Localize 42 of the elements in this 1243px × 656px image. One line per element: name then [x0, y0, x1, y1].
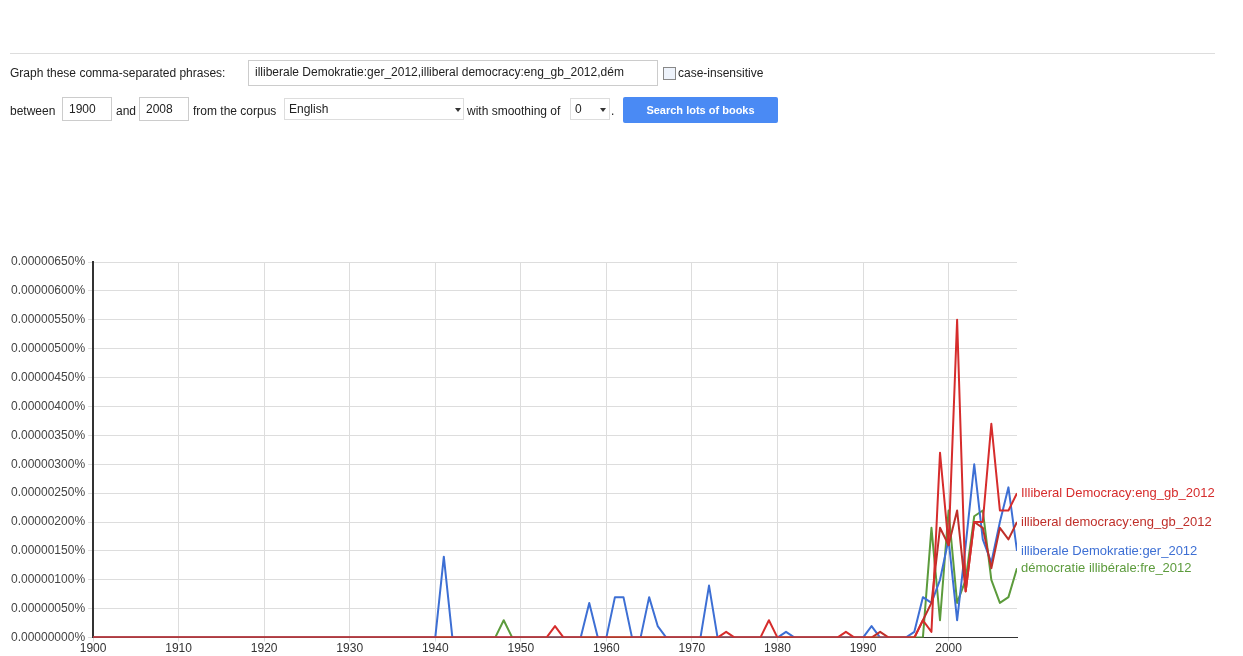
x-tick-label: 1960: [593, 641, 621, 656]
y-tick-label: 0.00000200%: [10, 514, 86, 529]
y-tick-label: 0.00000550%: [10, 312, 86, 327]
series-label: Illiberal Democracy:eng_gb_2012: [1021, 484, 1215, 500]
x-tick-label: 1900: [79, 641, 107, 656]
y-tick-label: 0.00000150%: [10, 543, 86, 558]
y-tick-label: 0.00000500%: [10, 340, 86, 355]
y-tick-label: 0.00000600%: [10, 283, 86, 298]
y-tick-label: 0.00000350%: [10, 427, 86, 442]
series-label: illiberale Demokratie:ger_2012: [1021, 542, 1198, 558]
text: 1900: [62, 97, 112, 121]
x-tick-label: 1930: [336, 641, 364, 656]
text: Graph these comma-separated phrases:: [10, 66, 226, 80]
y-tick-label: 0.00000100%: [10, 572, 86, 587]
x-tick-label: 1940: [421, 641, 449, 656]
y-tick-label: 0.00000050%: [10, 601, 86, 616]
y-tick-label: 0.00000250%: [10, 485, 86, 500]
text: illiberale Demokratie:ger_2012,illiberal democracy:eng_gb_2012,dém: [248, 60, 658, 86]
y-tick-label: 0.00000000%: [10, 629, 86, 644]
text: from the corpus: [193, 104, 277, 118]
series-label: illiberal democracy:eng_gb_2012: [1021, 513, 1212, 529]
x-tick-label: 1990: [849, 641, 877, 656]
x-tick-label: 1910: [165, 641, 193, 656]
text: 0: [571, 99, 609, 119]
text: .: [611, 104, 615, 118]
x-tick-label: 1970: [678, 641, 706, 656]
x-tick-label: 1920: [250, 641, 278, 656]
text: English: [285, 99, 463, 119]
text: Search lots of books: [623, 97, 778, 123]
y-tick-label: 0.00000400%: [10, 398, 86, 413]
text: between: [10, 104, 56, 118]
text: and: [116, 104, 137, 118]
series-label: démocratie illibérale:fre_2012: [1021, 559, 1192, 575]
x-tick-label: 1950: [507, 641, 535, 656]
y-tick-label: 0.00000300%: [10, 456, 86, 471]
text: case-insensitive: [678, 66, 764, 80]
y-tick-label: 0.00000450%: [10, 369, 86, 384]
x-tick-label: 2000: [935, 641, 963, 656]
y-tick-label: 0.00000650%: [10, 254, 86, 269]
x-tick-label: 1980: [764, 641, 792, 656]
text: 2008: [139, 97, 189, 121]
text: with smoothing of: [467, 104, 561, 118]
